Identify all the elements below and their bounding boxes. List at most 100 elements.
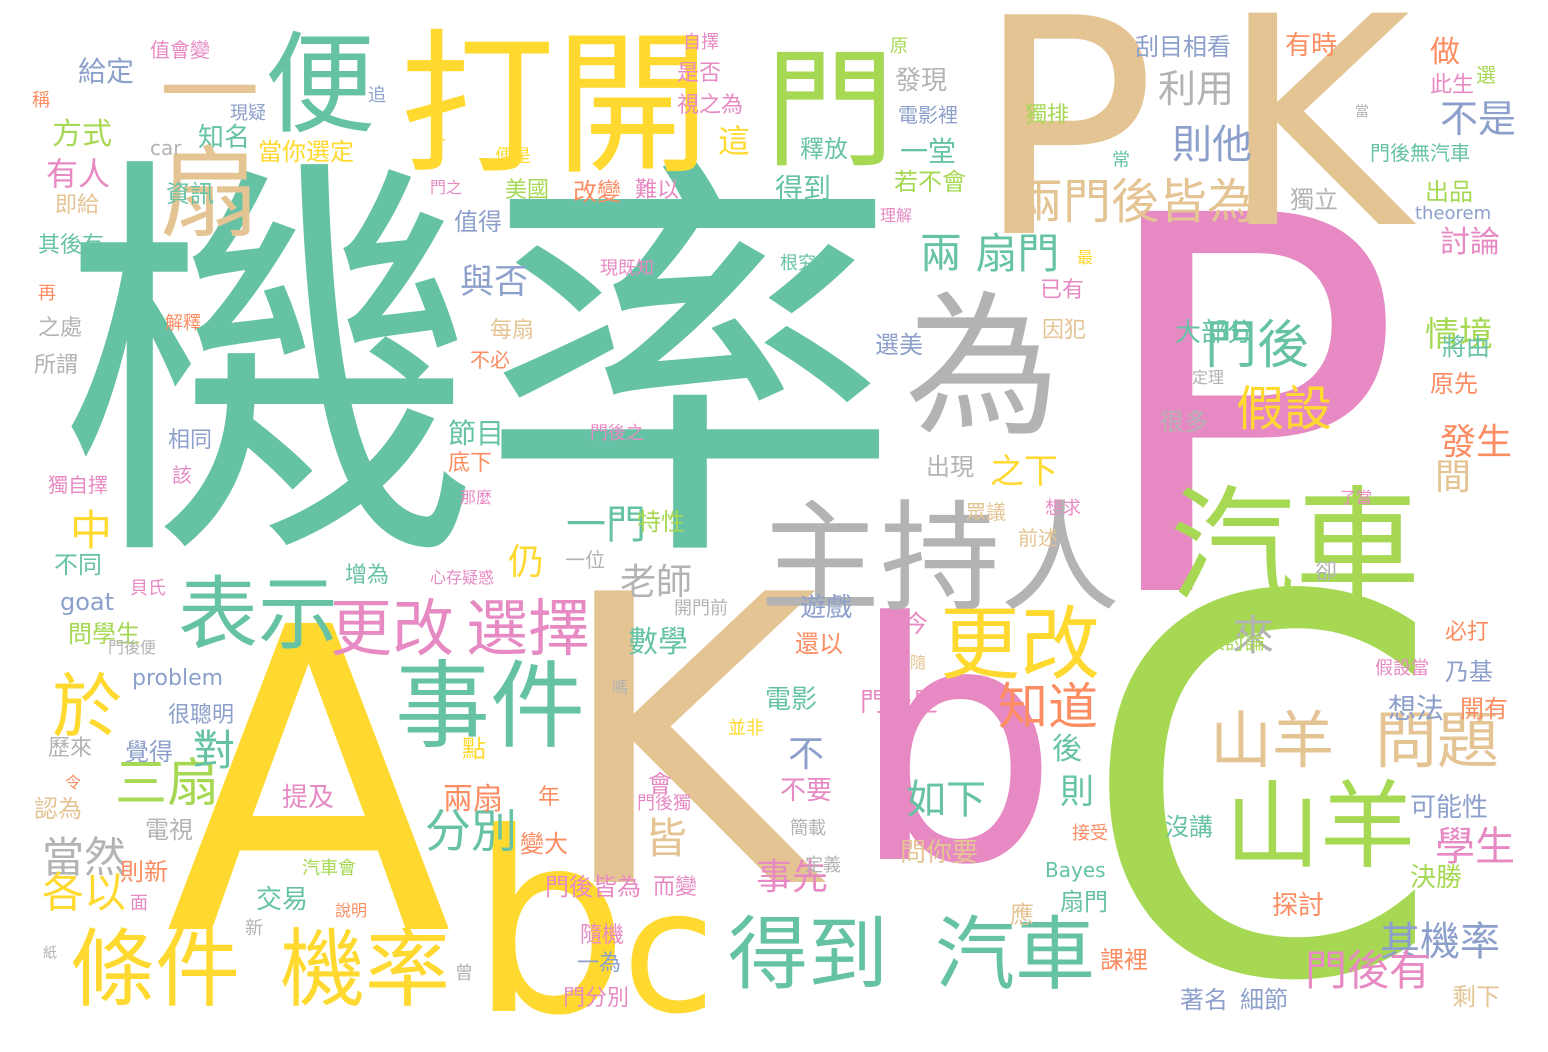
cloud-word: 獨自擇	[48, 473, 108, 497]
cloud-word: 選擇	[466, 592, 591, 665]
cloud-word: b	[850, 553, 1060, 937]
cloud-word: 則他	[1172, 122, 1252, 168]
cloud-word: 卻	[1315, 560, 1338, 585]
cloud-word: 理解	[880, 206, 913, 225]
cloud-word: 發生	[1440, 422, 1513, 463]
cloud-word: 而變	[653, 875, 698, 900]
cloud-word: 資訊	[166, 180, 214, 208]
cloud-word: 做	[1430, 35, 1460, 70]
cloud-word: 來	[1232, 611, 1275, 660]
cloud-word: C	[1080, 489, 1444, 1052]
cloud-word: 嗎	[612, 678, 629, 697]
cloud-word: 門	[765, 34, 896, 186]
cloud-word: 給定	[78, 55, 135, 88]
cloud-word: 電視	[145, 816, 193, 844]
cloud-word: 剩下	[1452, 983, 1500, 1011]
cloud-word: 刮目相看	[1135, 33, 1231, 61]
cloud-word: 門分別	[563, 986, 630, 1011]
cloud-word: K	[555, 512, 818, 977]
cloud-word: 當然	[42, 833, 127, 882]
cloud-word: 追	[368, 85, 386, 106]
cloud-word: 說明	[335, 901, 368, 920]
cloud-word: 問你要	[900, 838, 979, 868]
cloud-word: 紙	[41, 945, 57, 959]
cloud-word: 常	[1112, 150, 1130, 171]
cloud-word: 仍	[508, 542, 545, 583]
cloud-word: 表示	[178, 568, 338, 661]
cloud-word: 出現	[926, 453, 974, 481]
cloud-word: 各以	[42, 868, 127, 917]
cloud-word: c	[622, 854, 716, 1052]
cloud-word: 是否	[677, 61, 722, 86]
cloud-word: 開有	[1460, 695, 1508, 723]
cloud-word: 條件	[70, 921, 241, 1020]
cloud-word: b	[470, 779, 629, 1052]
cloud-word: 與否	[460, 262, 528, 302]
cloud-word: 主持人	[760, 490, 1120, 629]
cloud-word: 面	[130, 893, 148, 914]
cloud-word: 討論	[1440, 225, 1500, 260]
cloud-word: 隨	[910, 653, 927, 672]
cloud-word: 並非	[728, 718, 764, 739]
cloud-word: 難以	[635, 178, 680, 203]
cloud-word: 對	[193, 726, 236, 775]
cloud-word: 門後是	[860, 688, 939, 718]
cloud-word: 曾	[455, 963, 473, 984]
cloud-word: 定義	[805, 855, 841, 876]
cloud-word: 原先	[1430, 370, 1478, 398]
cloud-word: 方式	[52, 117, 112, 152]
cloud-word: 不	[788, 734, 825, 775]
cloud-word: Bayes	[1045, 858, 1106, 882]
cloud-word: 令	[65, 773, 82, 792]
cloud-word: P	[1090, 107, 1404, 713]
cloud-word: car	[150, 136, 182, 160]
cloud-word: 更改	[330, 592, 455, 665]
cloud-word: 事件	[395, 652, 586, 762]
cloud-word: 歷來	[48, 736, 93, 761]
cloud-word: 將由	[1442, 333, 1490, 361]
cloud-word: 貝氏	[130, 578, 166, 599]
cloud-word: 乃基	[1445, 658, 1493, 686]
cloud-word: 機率	[60, 125, 900, 614]
cloud-word: 隨機	[580, 923, 625, 948]
cloud-word: 則	[1060, 772, 1094, 812]
cloud-word: 打開	[400, 15, 710, 196]
cloud-word: 學生	[1435, 824, 1515, 870]
cloud-word: 電影裡	[898, 103, 958, 127]
cloud-word: 老師	[620, 562, 693, 603]
cloud-word: 很聰明	[168, 703, 235, 728]
cloud-word: 於	[52, 666, 122, 748]
cloud-word: 一扇	[142, 40, 259, 240]
cloud-word: 值得	[454, 208, 502, 236]
cloud-word: 人	[430, 125, 447, 144]
cloud-word: 可能性	[1410, 793, 1489, 823]
cloud-word: 其後有	[38, 233, 105, 258]
cloud-word: 節目	[448, 417, 505, 450]
cloud-word: A	[165, 540, 453, 1029]
cloud-word: 再	[38, 283, 56, 304]
cloud-word: 門後獨	[637, 793, 691, 814]
cloud-word: 即給	[55, 193, 100, 218]
cloud-word: 兩門後皆為	[1015, 174, 1256, 230]
cloud-word: K	[1220, 0, 1411, 293]
cloud-word: 不同	[54, 551, 102, 579]
cloud-word: 最	[1077, 248, 1094, 267]
cloud-word: P	[975, 0, 1156, 304]
cloud-word: 假設當	[1375, 658, 1429, 679]
cloud-word: 大部分	[1175, 318, 1254, 348]
cloud-word: 簡載	[790, 818, 826, 839]
cloud-word: 數學	[628, 625, 688, 660]
cloud-word: 門後有	[1305, 946, 1432, 995]
cloud-word: theorem	[1415, 203, 1492, 224]
cloud-word: 沒講	[1165, 813, 1213, 841]
cloud-word: 每扇	[490, 318, 535, 343]
cloud-word: 改變	[573, 178, 621, 206]
cloud-word: 介	[1140, 654, 1170, 689]
cloud-word: 後	[1052, 732, 1082, 767]
cloud-word: 門後便	[108, 638, 157, 657]
cloud-word: 便是	[495, 146, 531, 167]
cloud-word: goat	[60, 588, 115, 616]
cloud-word: 已有	[1040, 278, 1085, 303]
cloud-word: 那麼	[460, 488, 493, 507]
